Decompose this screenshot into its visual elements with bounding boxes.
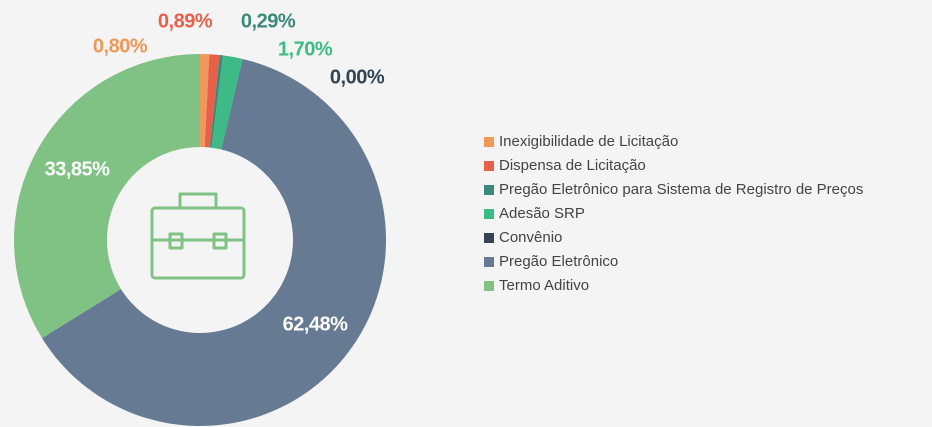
value-label: 1,70% [278,38,333,60]
legend-swatch [484,281,494,291]
legend-label: Dispensa de Licitação [499,157,646,174]
legend-label: Inexigibilidade de Licitação [499,133,678,150]
slice [42,58,386,427]
value-label: 0,29% [241,10,296,32]
legend-swatch [484,209,494,219]
legend-label: Convênio [499,229,562,246]
value-label: 0,00% [330,66,385,88]
legend-label: Pregão Eletrônico para Sistema de Regist… [499,181,863,198]
legend-swatch [484,257,494,267]
legend-swatch [484,233,494,243]
legend-swatch [484,161,494,171]
slice [204,54,220,148]
slice [200,54,210,148]
legend-label: Pregão Eletrônico [499,253,618,270]
value-label: 62,48% [283,313,349,335]
slice [211,55,243,150]
legend-label: Adesão SRP [499,205,585,222]
legend-swatch [484,185,494,195]
value-label: 0,80% [93,35,148,57]
value-label: 0,89% [158,10,213,32]
legend-label: Termo Aditivo [499,277,589,294]
briefcase-icon [150,192,246,280]
slice [13,53,201,339]
legend-swatch [484,137,494,147]
value-label: 33,85% [45,158,111,180]
slice [209,55,224,148]
